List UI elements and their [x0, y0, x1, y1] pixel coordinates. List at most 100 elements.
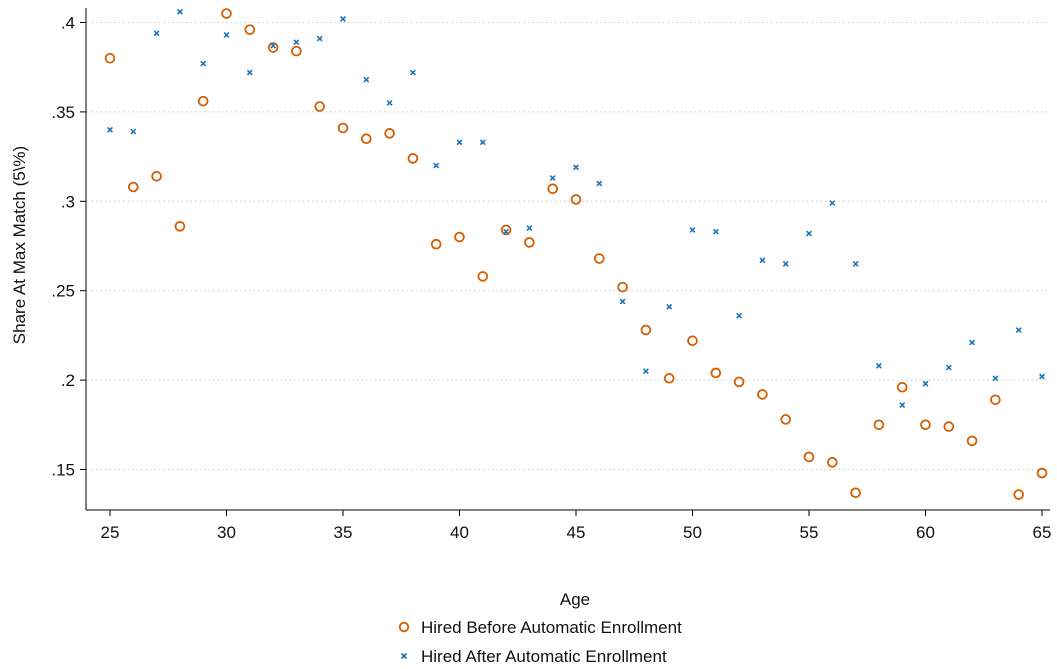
point-before [221, 8, 232, 19]
point-after [712, 228, 719, 235]
point-after [409, 69, 416, 76]
point-after [829, 200, 836, 207]
point-after [573, 164, 579, 171]
point-after [642, 368, 649, 375]
data-series [104, 8, 1048, 500]
point-after [945, 364, 952, 371]
point-after [759, 257, 766, 264]
point-before [593, 253, 605, 264]
point-before [291, 45, 302, 57]
point-before [896, 381, 908, 393]
point-before [547, 183, 558, 195]
x-tick-label: 65 [1033, 523, 1052, 542]
point-before [244, 24, 256, 35]
point-before [617, 281, 628, 293]
grid-lines [87, 22, 1050, 470]
point-after [969, 339, 976, 346]
y-tick-label: .35 [51, 103, 75, 122]
point-before [943, 421, 955, 432]
point-after [386, 99, 393, 106]
point-after [875, 362, 882, 369]
point-before [780, 414, 791, 425]
y-tick-label: .25 [51, 282, 75, 301]
legend-marker-before [398, 621, 410, 633]
point-before [314, 101, 326, 112]
point-after [153, 30, 160, 37]
point-after [293, 39, 300, 46]
point-before [640, 324, 652, 336]
point-after [479, 139, 486, 146]
y-tick-label: .3 [61, 192, 75, 211]
point-before [826, 457, 838, 468]
point-after [503, 228, 510, 235]
point-before [663, 373, 675, 384]
legend-label-after: Hired After Automatic Enrollment [421, 647, 667, 666]
legend-marker-after [400, 652, 408, 660]
point-after [433, 162, 440, 169]
point-before [500, 224, 512, 236]
point-before [267, 42, 279, 53]
point-before [850, 487, 861, 499]
point-after [456, 139, 463, 146]
point-before [803, 451, 815, 463]
point-before [710, 367, 722, 379]
y-tick-label: .4 [61, 14, 75, 33]
x-tick-label: 25 [101, 523, 120, 542]
point-after [666, 303, 673, 310]
point-after [736, 312, 743, 319]
y-tick-label: .2 [61, 371, 75, 390]
point-after [1039, 373, 1045, 380]
point-before [524, 237, 535, 248]
legend: Hired Before Automatic Enrollment Hired … [398, 618, 682, 666]
point-after [526, 225, 533, 232]
point-before [757, 389, 768, 400]
point-after [176, 8, 183, 15]
point-after [992, 375, 999, 382]
y-axis-ticks: .15 .2 .25 .3 .35 .4 [51, 14, 86, 480]
x-tick-label: 45 [567, 523, 586, 542]
point-before [570, 194, 582, 205]
point-after [1015, 327, 1022, 334]
point-before [733, 376, 745, 388]
point-before [128, 181, 139, 193]
point-before [174, 221, 186, 232]
point-before [873, 419, 885, 431]
point-before [1036, 467, 1048, 479]
x-tick-label: 50 [683, 523, 702, 542]
point-before [1013, 489, 1024, 500]
point-after [689, 226, 696, 233]
x-tick-label: 60 [916, 523, 935, 542]
point-before [337, 122, 349, 134]
point-after [340, 15, 346, 22]
x-tick-label: 30 [217, 523, 236, 542]
x-axis-title: Age [560, 590, 590, 609]
point-after [130, 128, 137, 135]
point-before [407, 153, 419, 164]
y-axis-title: Share At Max Match (5\%) [10, 146, 29, 344]
point-before [687, 335, 698, 347]
point-after [107, 126, 113, 133]
point-before [454, 231, 465, 243]
point-after [619, 298, 626, 305]
point-after [200, 60, 207, 67]
point-after [899, 402, 906, 409]
legend-label-before: Hired Before Automatic Enrollment [421, 618, 682, 637]
x-tick-label: 35 [334, 523, 353, 542]
point-before [990, 394, 1001, 406]
point-before [477, 271, 489, 282]
point-after [363, 76, 370, 83]
point-after [549, 175, 556, 182]
point-after [806, 230, 812, 237]
point-after [852, 260, 859, 267]
point-after [782, 260, 789, 267]
axes [85, 8, 1050, 511]
y-tick-label: .15 [51, 461, 75, 480]
point-before [920, 419, 931, 431]
point-after [246, 69, 253, 76]
point-before [430, 238, 442, 250]
point-before [966, 435, 978, 447]
point-after [596, 180, 603, 187]
point-after [316, 35, 323, 42]
point-after [922, 380, 929, 387]
